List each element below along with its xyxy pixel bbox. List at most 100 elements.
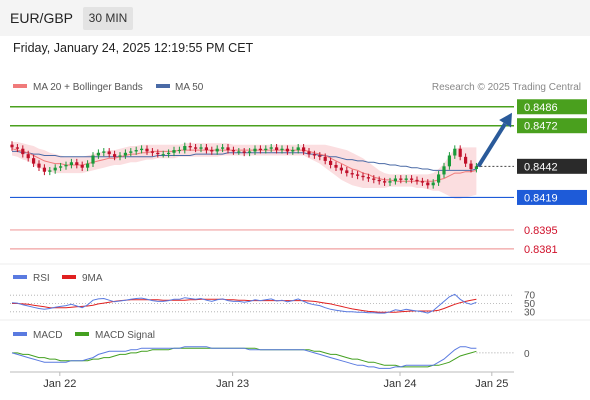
candle [253, 145, 257, 155]
candle [469, 160, 473, 173]
candle [53, 164, 57, 174]
candle-body [118, 155, 122, 157]
candle [86, 160, 90, 172]
candle [345, 166, 349, 177]
candle-body [339, 167, 343, 171]
rsi-legend: RSI 9MA [13, 273, 103, 284]
candle [10, 141, 14, 151]
rsi-level-70-label: 70 [524, 291, 536, 302]
candle [383, 177, 387, 186]
candle [210, 146, 214, 155]
candle [447, 152, 451, 170]
candle [102, 148, 106, 157]
candle [199, 143, 203, 153]
candle-body [447, 155, 451, 167]
candle-body [345, 170, 349, 174]
candle-body [437, 174, 441, 183]
rsi-legend-label: RSI [33, 273, 50, 284]
candle [269, 143, 273, 153]
candle-body [113, 154, 117, 157]
candle-body [21, 148, 25, 155]
candle [399, 175, 403, 184]
rsi-level-50-label: 50 [524, 299, 536, 310]
candle-body [53, 167, 57, 171]
forecast-arrow-head [499, 112, 512, 128]
candle [334, 161, 338, 172]
candle [285, 145, 289, 155]
candle [420, 177, 424, 186]
candle [80, 161, 84, 172]
candle [194, 143, 198, 153]
candle-body [210, 150, 214, 152]
time-axis: Jan 22 Jan 23 Jan 24 Jan 25 [43, 372, 508, 390]
candle [161, 150, 165, 158]
candle [458, 145, 462, 161]
candle-body [372, 178, 376, 180]
candle-body [10, 144, 14, 148]
candle-body [275, 147, 279, 151]
candle [118, 152, 122, 161]
candle [215, 145, 219, 155]
support-1-label: 0.8395 [524, 225, 558, 237]
candle-body [377, 179, 381, 182]
candle-body [307, 151, 311, 155]
candle-body [410, 178, 414, 180]
candle-body [15, 147, 19, 149]
candle-body [215, 148, 219, 152]
rsi-ma-line [12, 298, 477, 313]
toolbar: EUR/GBP 30 MIN [0, 0, 590, 36]
candle [221, 143, 225, 153]
candle-body [123, 152, 127, 156]
candle [318, 152, 322, 161]
candle-body [356, 174, 360, 176]
candle [21, 145, 25, 158]
candle [302, 143, 306, 155]
candle-body [383, 181, 387, 183]
candle [107, 148, 111, 158]
candle [123, 149, 127, 159]
candle-body [469, 163, 473, 170]
candle-body [96, 152, 100, 156]
symbol-label: EUR/GBP [10, 10, 74, 26]
candle-body [194, 147, 198, 149]
candle [388, 177, 392, 186]
time-tick-label: Jan 25 [475, 378, 508, 390]
timeframe-button[interactable]: 30 MIN [83, 7, 133, 30]
candle [350, 169, 354, 178]
candle-body [366, 177, 370, 179]
candle [356, 171, 360, 180]
candle [129, 148, 133, 157]
candle [426, 179, 430, 189]
candle-body [75, 162, 79, 165]
rsi-line [11, 293, 477, 314]
candle-body [393, 178, 397, 182]
candle [431, 179, 435, 189]
candle [226, 143, 230, 154]
candle-body [86, 163, 90, 168]
candle [474, 162, 478, 173]
candle-body [318, 155, 322, 157]
candle [204, 143, 208, 154]
candle-body [102, 151, 106, 153]
candle-body [329, 160, 333, 165]
macd-signal-legend-swatch [75, 332, 89, 336]
candle-body [464, 156, 468, 164]
candle-body [269, 147, 273, 149]
candle-body [199, 147, 203, 149]
candle-body [361, 175, 365, 178]
candle [231, 146, 235, 155]
candle [172, 146, 176, 157]
candle-body [129, 151, 133, 153]
time-tick-label: Jan 23 [216, 378, 249, 390]
candle-body [285, 148, 289, 152]
candle-body [458, 148, 462, 157]
candle-body [388, 181, 392, 183]
candle [361, 172, 365, 181]
candle-body [156, 152, 160, 155]
level-lines: 0.8486 0.8472 0.8419 0.8395 0.8381 0.8442 [10, 99, 587, 256]
candle-body [399, 178, 403, 180]
resistance-2-label-box [517, 118, 587, 134]
candle-body [140, 148, 144, 151]
